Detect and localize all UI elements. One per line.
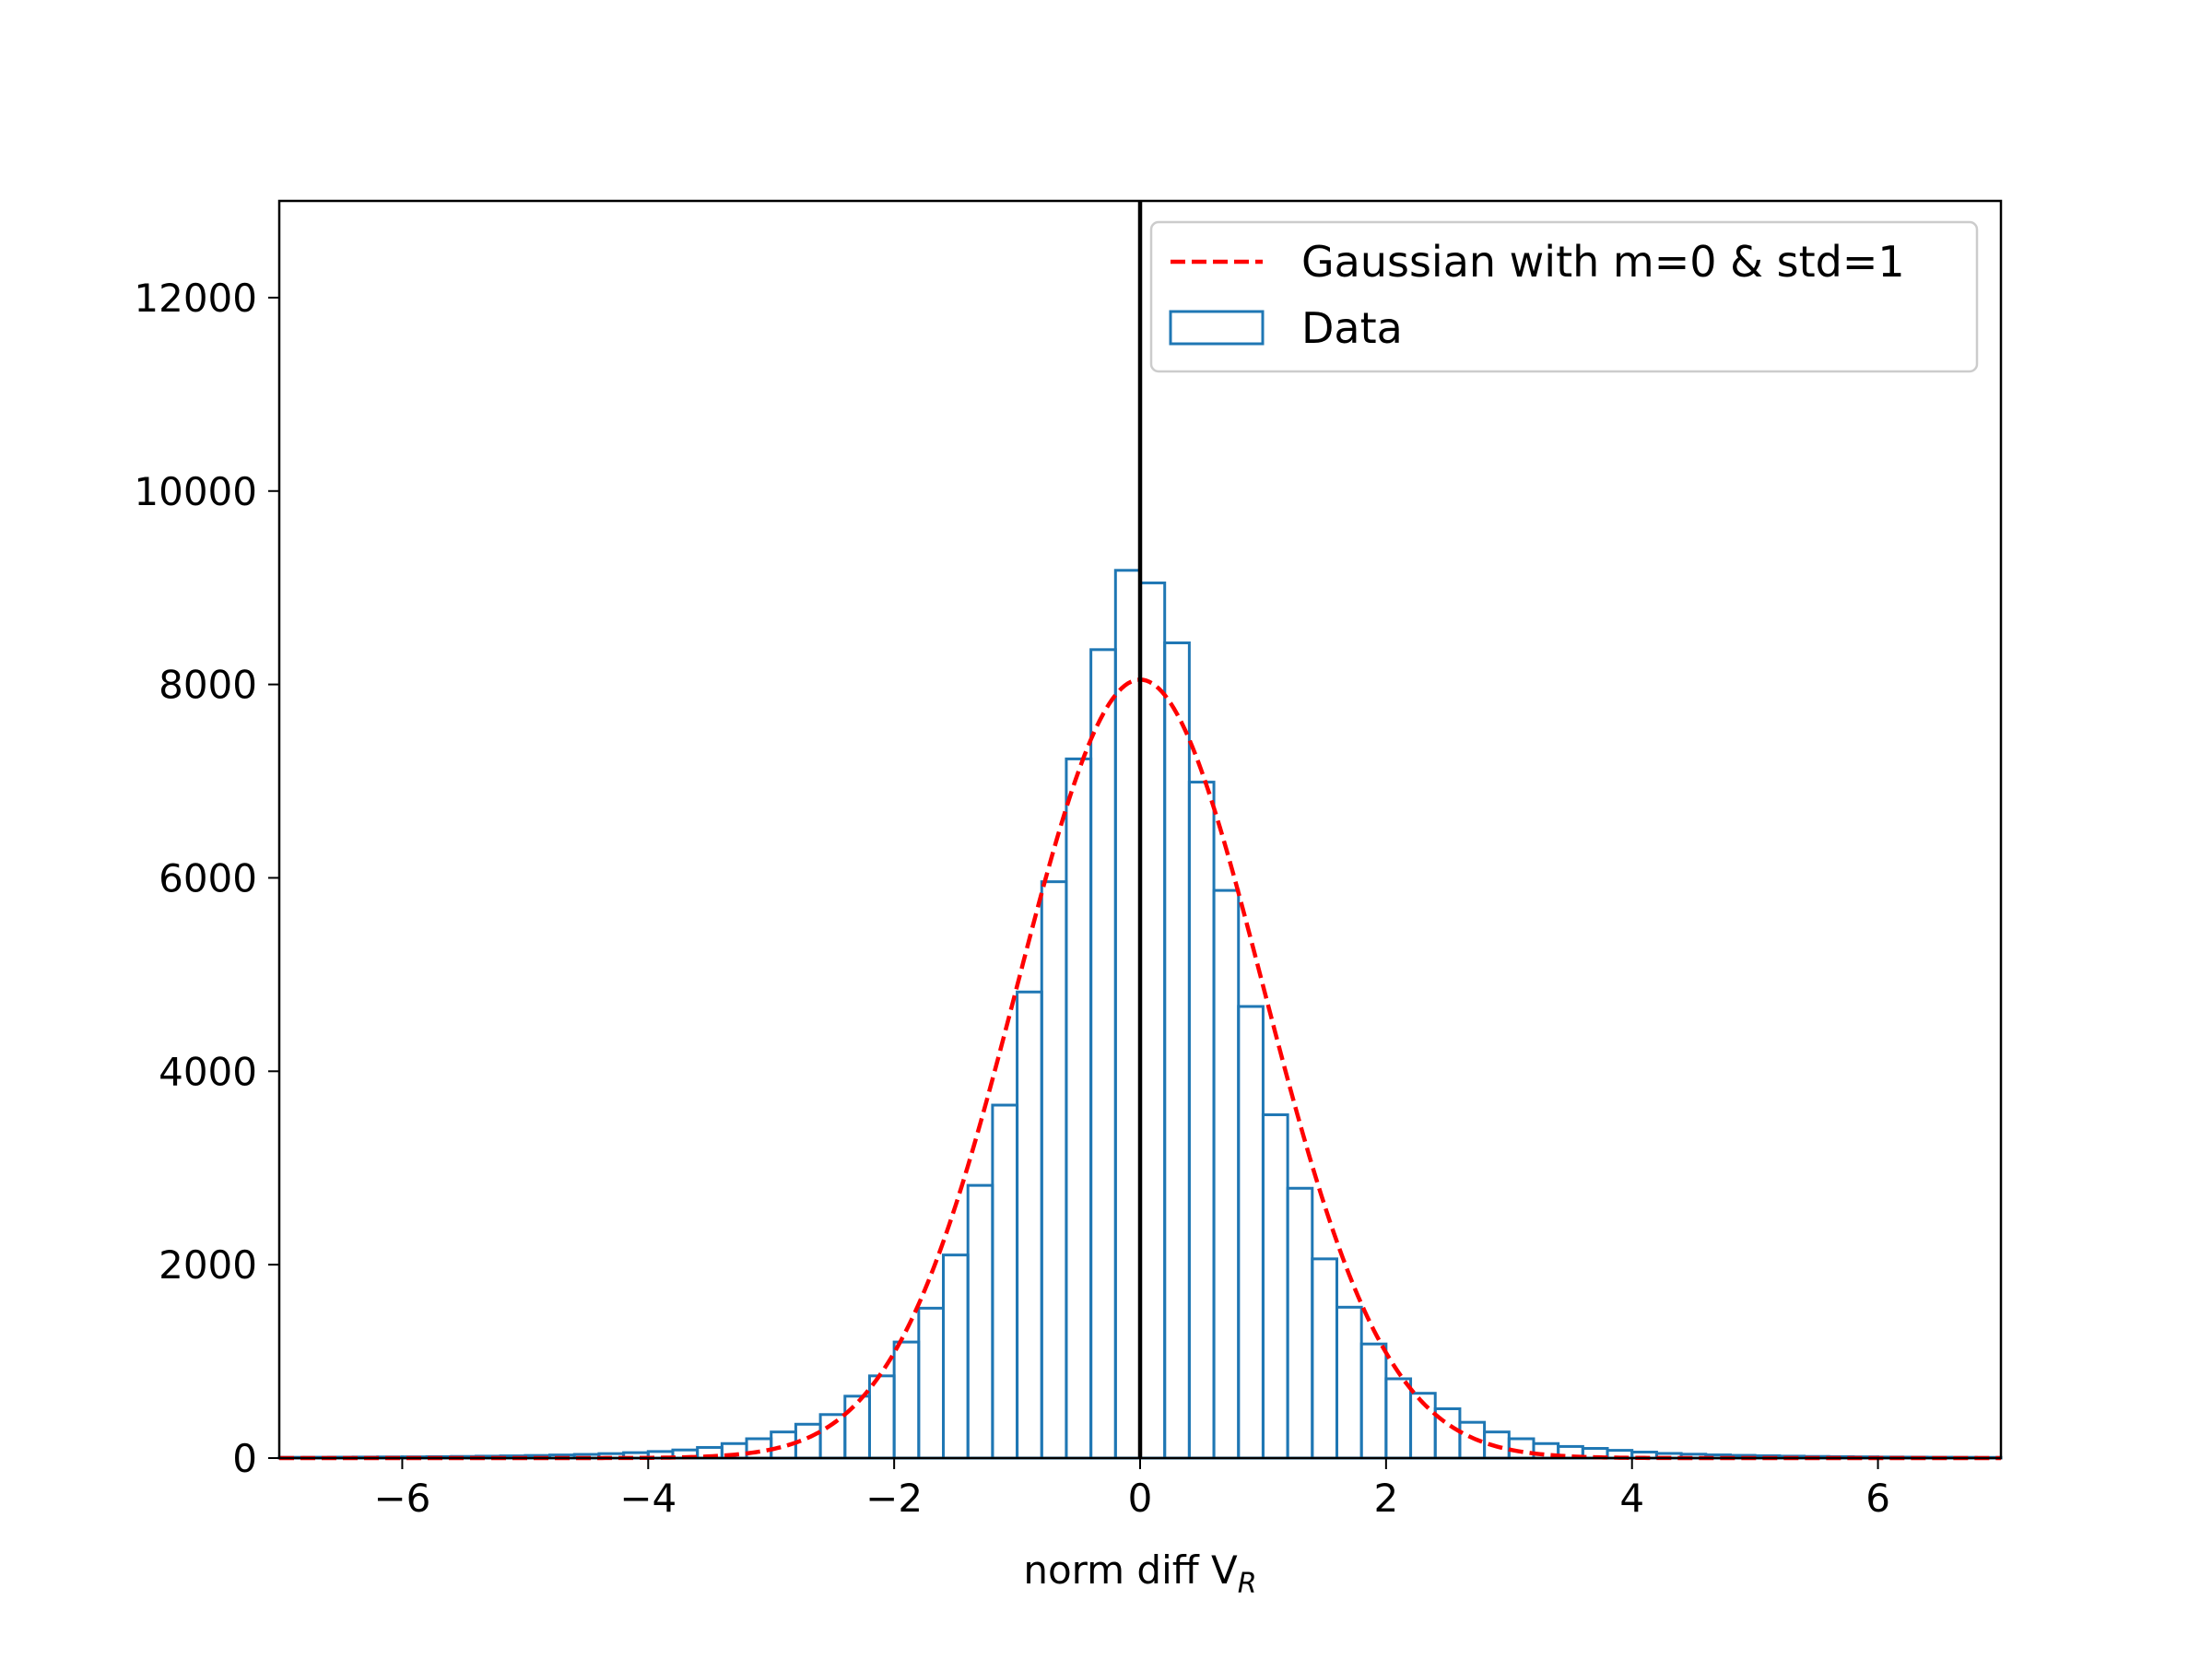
y-tick-label: 8000 (159, 663, 257, 708)
y-tick-label: 12000 (134, 276, 257, 321)
y-tick-label: 6000 (159, 855, 257, 900)
legend: Gaussian with m=0 & std=1 Data (1149, 220, 1979, 373)
legend-gaussian-label: Gaussian with m=0 & std=1 (1301, 237, 1905, 287)
x-tick-label: 0 (1128, 1476, 1153, 1521)
x-tick-label: −2 (865, 1476, 923, 1521)
x-tick-label: −6 (373, 1476, 430, 1521)
x-tick-label: 6 (1865, 1476, 1890, 1521)
y-axis: 0 2000 4000 6000 8000 10000 12000 (134, 276, 279, 1481)
x-axis-label-main: norm diff V (1023, 1547, 1238, 1593)
x-tick-label: 2 (1373, 1476, 1398, 1521)
legend-data-label: Data (1301, 303, 1403, 353)
x-axis-label-sub: R (1238, 1568, 1257, 1600)
x-tick-label: 4 (1619, 1476, 1644, 1521)
legend-box (1149, 220, 1979, 373)
y-tick-label: 2000 (159, 1242, 257, 1288)
y-tick-label: 10000 (134, 469, 257, 514)
y-tick-label: 4000 (159, 1049, 257, 1094)
x-tick-label: −4 (619, 1476, 677, 1521)
legend-data-swatch (1169, 310, 1265, 346)
x-axis: −6 −4 −2 0 2 4 6 (373, 1458, 1890, 1521)
plot-area (277, 199, 2003, 1461)
y-tick-label: 0 (232, 1436, 257, 1481)
x-axis-label: norm diff VR (1023, 1547, 1256, 1600)
